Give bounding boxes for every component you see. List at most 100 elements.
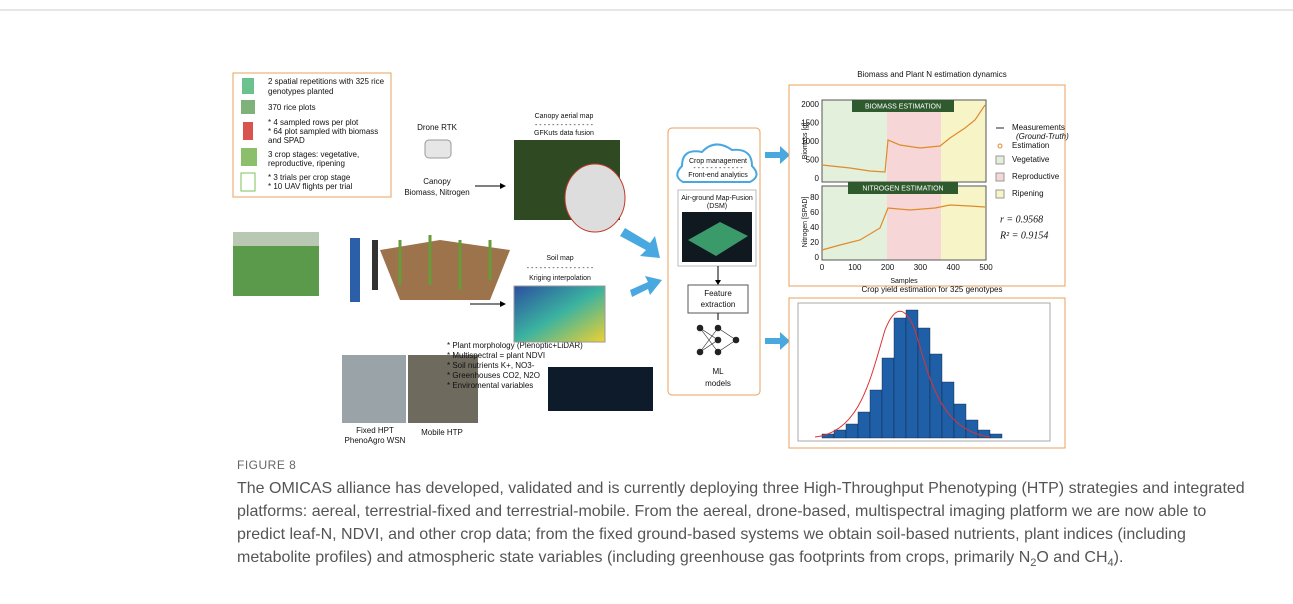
rep-zone [887, 100, 941, 182]
hist-bar [845, 423, 859, 439]
panel-text: 370 rice plots [268, 103, 316, 112]
sensor-text: * Multispectral = plant NDVI [447, 351, 545, 360]
fixed-photo [342, 355, 406, 423]
panel-text: * 3 trials per crop stage [268, 173, 351, 182]
feature-text: Feature [704, 289, 732, 298]
veg-zone [822, 186, 887, 260]
caption-text: O and CH [1036, 549, 1108, 566]
map-subtitle: GFKuts data fusion [534, 130, 594, 137]
field-sky [233, 232, 319, 246]
plant-scan [548, 367, 653, 411]
caption-label: FIGURE 8 [237, 458, 297, 472]
banner-text: NITROGEN ESTIMATION [862, 185, 943, 192]
fusion-mesh [688, 222, 748, 256]
drone-icon [424, 139, 452, 159]
arrow-head [715, 280, 721, 285]
panel-title: Crop yield estimation for 325 genotypes [862, 285, 1003, 294]
panel-text: * 64 plot sampled with biomass [268, 127, 378, 136]
rep-zone [887, 186, 941, 260]
sensor-text: * Greenhouses CO2, N2O [447, 371, 540, 380]
legend-text: Measurements [1012, 123, 1065, 132]
fusion-text: Air-ground Map-Fusion [681, 195, 753, 202]
legend-text: Vegetative [1012, 155, 1050, 164]
hist-bar [881, 357, 895, 439]
panel-text: 3 crop stages: vegetative, [268, 150, 359, 159]
y-tick-label: 1000 [801, 137, 819, 146]
blue-arrows [620, 146, 790, 350]
panel-title: Biomass and Plant N estimation dynamics [857, 70, 1006, 79]
panel-text: 2 spatial repetitions with 325 rice [268, 77, 385, 86]
fit-curve [814, 310, 991, 438]
x-tick-label: 100 [848, 263, 862, 272]
hist-bar [989, 433, 1003, 439]
y-tick-label: 0 [815, 174, 820, 183]
subscript: 4 [1107, 557, 1114, 570]
y-label: Biomass [g] [802, 123, 809, 160]
biomass-trace [821, 104, 986, 173]
hist-bar [821, 433, 835, 439]
sensor-text: * Enviromental variables [447, 381, 533, 390]
map-dashes: - - - - - - - - - - - - - - - - [527, 265, 594, 272]
soil-image [513, 285, 606, 343]
cloud [676, 143, 758, 183]
hist-bar [965, 419, 979, 439]
x-tick-label: 300 [914, 263, 928, 272]
drone-label: Drone RTK [417, 123, 458, 132]
cloud-text: Crop management [689, 158, 747, 165]
sensor-text: * Soil nutrients K+, NO3- [447, 361, 535, 370]
drone-caption: Canopy [423, 177, 451, 186]
mobile-photo [408, 355, 478, 423]
panel-text: reproductive, ripening [268, 159, 345, 168]
map-title: Soil map [546, 255, 573, 262]
y-label: Nitrogen [SPAD] [802, 197, 809, 248]
photo-label: Fixed HPT [356, 426, 394, 435]
feature-box [687, 284, 749, 314]
y-tick-label: 40 [810, 223, 819, 232]
x-tick-label: 200 [881, 263, 895, 272]
panel-text: * 4 sampled rows per plot [268, 118, 359, 127]
x-label: Samples [890, 278, 918, 285]
map-subtitle: Kriging interpolation [529, 275, 591, 282]
hist-bar [905, 309, 919, 439]
x-tick-label: 400 [947, 263, 961, 272]
cloud-text: Front-end analytics [688, 172, 748, 179]
y-tick-label: 2000 [801, 100, 819, 109]
y-tick-label: 80 [810, 193, 819, 202]
rip-zone [941, 186, 986, 260]
hist-bar [833, 429, 847, 439]
arrow-head [500, 301, 506, 307]
photo-label: Mobile HTP [421, 428, 463, 437]
legend-text: Ripening [1012, 189, 1044, 198]
nitrogen-trace [821, 204, 986, 251]
fusion-text: (DSM) [707, 203, 727, 210]
banner [848, 182, 958, 194]
veg-zone [822, 100, 887, 182]
hist-bar [917, 327, 931, 439]
hist-bar [941, 381, 955, 439]
banner-text: BIOMASS ESTIMATION [865, 103, 941, 110]
legend-text: Estimation [1012, 141, 1049, 150]
ml-text: models [705, 379, 731, 388]
sensor-illustration [350, 235, 510, 302]
left-panel-box [232, 72, 392, 198]
hist-bar [893, 317, 907, 439]
y-tick-label: 0 [815, 253, 820, 262]
y-tick-label: 60 [810, 208, 819, 217]
caption-line: platforms: aereal, terrestrial-fixed and… [237, 503, 1207, 520]
caption-text: ). [1113, 549, 1124, 566]
caption-line: predict leaf-N, NDVI, and other crop dat… [237, 526, 1186, 543]
feature-text: extraction [701, 300, 736, 309]
sensor-text: * Plant morphology (Plenoptic+LiDAR) [447, 341, 583, 350]
cloud-text: - - - - - - - - - - - - [693, 165, 743, 172]
x-tick-label: 500 [979, 263, 993, 272]
left-icons [240, 78, 257, 192]
hist-bar [929, 353, 943, 439]
map-title: Canopy aerial map [535, 113, 594, 120]
caption-text: metabolite profiles) and atmospheric sta… [237, 549, 1031, 566]
stat-text: r = 0.9568 [1000, 214, 1043, 225]
y-tick-label: 1500 [801, 119, 819, 128]
subscript: 2 [1030, 557, 1037, 570]
map-dashes: - - - - - - - - - - - - - - [535, 122, 594, 129]
panel-text: and SPAD [268, 136, 305, 145]
